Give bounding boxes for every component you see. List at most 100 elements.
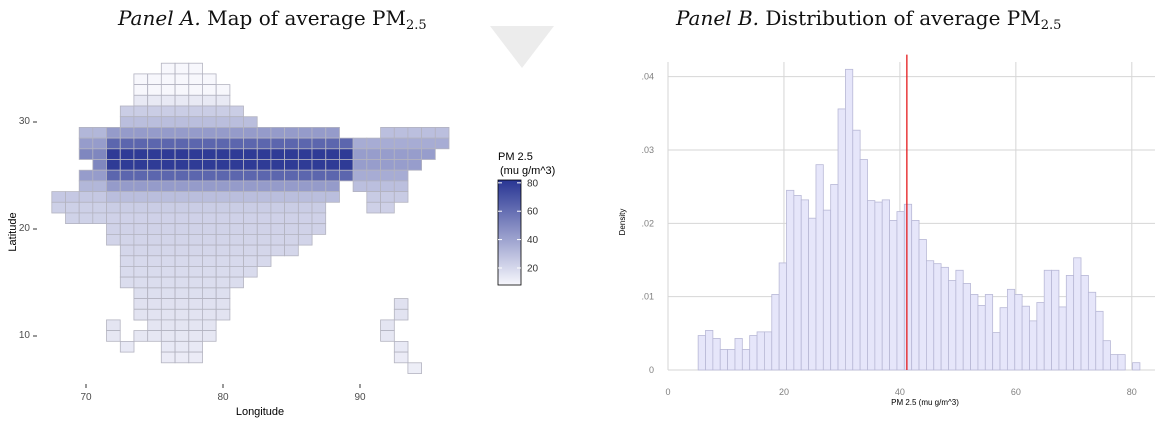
- histogram-bar: [756, 331, 765, 371]
- histogram-bar: [1029, 320, 1038, 371]
- map-cell: [380, 330, 395, 342]
- map-ytick-label: 20: [19, 223, 31, 234]
- histogram-bar: [1132, 362, 1141, 371]
- histogram-bar: [1036, 302, 1045, 371]
- histogram-bar: [845, 68, 854, 371]
- histogram-bar: [822, 209, 832, 371]
- histogram-bar: [771, 294, 780, 371]
- map-cells: [51, 62, 450, 374]
- histogram-bar: [1080, 274, 1089, 371]
- map-yaxis-title: Latitude: [7, 212, 19, 251]
- histogram-ytick-label: .04: [641, 72, 654, 82]
- histogram-xaxis-title: PM 2.5 (mu g/m^3): [891, 398, 959, 407]
- histogram-bar: [1043, 269, 1052, 371]
- histogram-bar: [1021, 305, 1030, 371]
- watermark-shape: [490, 26, 554, 68]
- map-cell: [215, 308, 231, 321]
- histogram-bar: [926, 260, 935, 371]
- map-cell: [325, 191, 340, 203]
- map-xtick-label: 80: [217, 392, 229, 403]
- legend-title-line1: PM 2.5: [498, 151, 533, 163]
- map-cell: [380, 201, 395, 214]
- histogram-bar: [867, 200, 876, 371]
- histogram-bar: [1110, 354, 1119, 371]
- histogram-bar: [749, 335, 758, 371]
- map-cell: [133, 330, 148, 342]
- map-cell: [393, 191, 409, 203]
- map-cell: [297, 233, 313, 246]
- histogram-xtick-label: 20: [779, 387, 789, 397]
- histogram-bar: [712, 338, 721, 371]
- histogram-bar: [734, 338, 743, 371]
- map-cell: [421, 148, 436, 160]
- histogram-bar: [992, 332, 1001, 371]
- map-cell: [256, 255, 272, 267]
- colorbar-tick-label: 60: [527, 207, 539, 218]
- histogram-bar: [800, 199, 809, 371]
- histogram-bar: [896, 211, 905, 371]
- histogram-bar: [1014, 294, 1023, 371]
- map-cell: [393, 351, 409, 364]
- histogram-bar: [852, 129, 861, 371]
- colorbar-tick-label: 20: [527, 263, 539, 274]
- map-colorbar-legend: PM 2.5 (mu g/m^3) 20 40 60 80: [497, 151, 555, 286]
- histogram-bar: [741, 349, 751, 371]
- histogram-bar: [940, 266, 949, 371]
- histogram-bar: [999, 307, 1008, 371]
- colorbar-tick-label: 40: [527, 235, 539, 246]
- map-axes: 30 20 10 70 80 90 Longitude Latitude: [7, 116, 366, 418]
- histogram-xtick-label: 0: [665, 387, 670, 397]
- histogram-xtick-label: 80: [1127, 387, 1137, 397]
- histogram-bar: [764, 331, 773, 371]
- colorbar-tick-label: 80: [527, 178, 539, 189]
- histogram-bar: [815, 164, 824, 371]
- histogram-bar: [889, 219, 898, 371]
- histogram-bar: [903, 203, 913, 371]
- histogram-bar: [1065, 274, 1075, 371]
- panel-b-title: Panel B. Distribution of average PM2.5: [676, 6, 1062, 33]
- histogram-bar: [1006, 288, 1016, 371]
- map-xtick-label: 70: [80, 392, 92, 403]
- histogram-bar: [1117, 354, 1126, 371]
- map-cell: [243, 265, 258, 278]
- histogram-axes: PM 2.5 (mu g/m^3) Density: [618, 209, 959, 407]
- histogram-bar: [1102, 340, 1111, 371]
- histogram-bar: [1087, 291, 1097, 371]
- histogram-bar: [727, 349, 736, 371]
- histogram-ytick-label: 0: [649, 365, 654, 375]
- histogram-bar: [955, 269, 964, 371]
- legend-title-line2: (mu g/m^3): [500, 165, 555, 177]
- histogram-bar: [697, 335, 706, 371]
- histogram-bar: [911, 219, 920, 371]
- map-cell: [201, 330, 217, 342]
- histogram-bar: [933, 263, 942, 371]
- map-cell: [284, 244, 299, 257]
- histogram-ytick-label: .03: [641, 145, 654, 155]
- histogram-bar: [948, 280, 957, 371]
- histogram-bar: [778, 262, 787, 371]
- colorbar: [497, 179, 522, 286]
- histogram-bar: [984, 294, 994, 371]
- histogram-yaxis-title: Density: [618, 209, 627, 236]
- map-cell: [106, 330, 121, 342]
- histogram-bar: [874, 201, 883, 371]
- histogram-bar: [881, 199, 890, 371]
- histogram-bar: [1051, 269, 1060, 371]
- map-cell: [311, 223, 327, 235]
- map-ytick-label: 30: [19, 116, 31, 127]
- histogram-xtick-label: 40: [895, 387, 905, 397]
- histogram-bar: [859, 159, 868, 371]
- map-cell: [393, 308, 409, 321]
- map-cell: [407, 362, 422, 374]
- map-cell: [407, 159, 422, 171]
- histogram-bar: [837, 108, 846, 371]
- histogram-bar: [705, 329, 714, 371]
- histogram-bar: [970, 294, 979, 371]
- map-cell: [188, 351, 203, 364]
- histogram-bar: [918, 239, 927, 371]
- map-cell: [434, 137, 450, 150]
- histogram-bar: [830, 184, 839, 371]
- histogram-bar: [1095, 310, 1104, 371]
